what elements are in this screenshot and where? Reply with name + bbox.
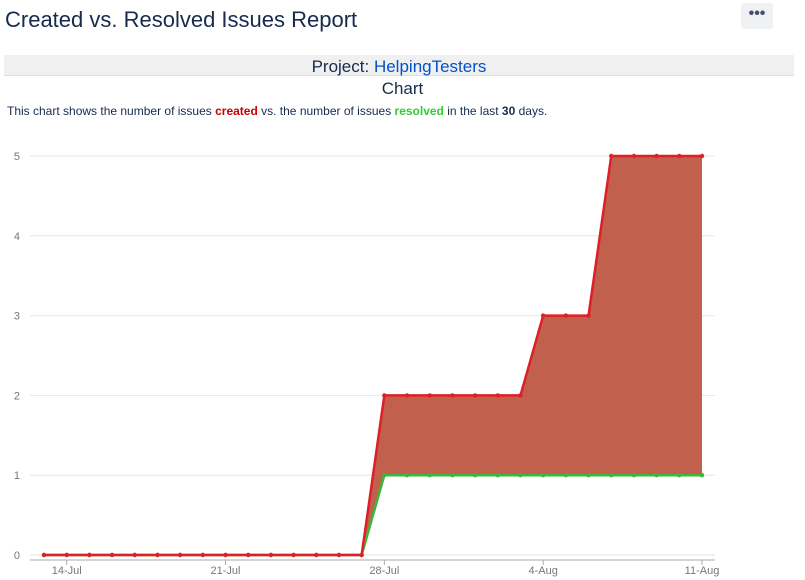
desc-text: vs. the number of issues — [257, 104, 395, 118]
y-tick-label: 4 — [14, 231, 20, 243]
created-point — [450, 393, 455, 398]
x-tick-label: 28-Jul — [369, 565, 399, 577]
created-resolved-area — [44, 156, 702, 555]
created-point — [336, 552, 342, 558]
resolved-point — [518, 473, 523, 478]
resolved-point — [699, 473, 705, 478]
created-point — [268, 552, 274, 558]
created-point — [223, 552, 228, 558]
y-tick-label: 0 — [14, 550, 20, 562]
resolved-point — [586, 473, 591, 478]
page-title: Created vs. Resolved Issues Report — [5, 7, 358, 32]
resolved-point — [427, 473, 432, 478]
more-icon[interactable]: ••• — [741, 3, 773, 29]
created-point — [631, 153, 637, 159]
y-tick-label: 2 — [14, 390, 20, 402]
created-point — [64, 552, 69, 558]
created-point — [540, 313, 546, 318]
resolved-point — [677, 473, 682, 478]
desc-resolved: resolved — [394, 104, 444, 118]
desc-text: in the last — [443, 104, 502, 118]
created-point — [314, 552, 319, 558]
created-point — [382, 393, 387, 398]
project-link[interactable]: HelpingTesters — [373, 57, 487, 76]
resolved-point — [404, 473, 410, 478]
resolved-point — [563, 473, 569, 478]
project-header: Project: HelpingTesters — [4, 55, 794, 76]
resolved-point — [631, 473, 637, 478]
resolved-point — [382, 473, 387, 478]
created-point — [427, 393, 432, 398]
x-tick-label: 14-Jul — [52, 565, 82, 577]
created-line — [44, 154, 702, 557]
created-point — [132, 552, 137, 558]
created-point — [563, 313, 569, 318]
y-tick-label: 3 — [14, 311, 20, 323]
desc-text: days. — [515, 104, 548, 118]
created-point — [404, 393, 410, 398]
x-tick-label: 11-Aug — [685, 565, 720, 577]
chart-description: This chart shows the number of issues cr… — [7, 104, 547, 118]
y-tick-label: 5 — [14, 151, 20, 163]
desc-text: This chart shows the number of issues — [7, 104, 216, 118]
created-point — [699, 153, 705, 159]
created-point — [518, 393, 523, 398]
created-point — [177, 552, 183, 558]
created-point — [246, 552, 251, 558]
created-point — [472, 393, 478, 398]
resolved-point — [495, 473, 500, 478]
created-point — [291, 552, 296, 558]
created-point — [87, 552, 92, 558]
resolved-point — [609, 473, 614, 478]
desc-days: 30 — [501, 104, 516, 118]
resolved-point — [540, 473, 546, 478]
created-point — [495, 393, 500, 398]
created-point — [654, 153, 659, 159]
resolved-point — [450, 473, 455, 478]
resolved-point — [472, 473, 478, 478]
project-label: Project: — [311, 57, 370, 76]
created-point — [586, 313, 591, 318]
x-tick-label: 4-Aug — [528, 565, 557, 577]
y-tick-label: 1 — [14, 470, 20, 482]
created-point — [677, 153, 682, 159]
created-point — [200, 552, 206, 558]
desc-created: created — [215, 104, 258, 118]
created-point — [41, 552, 47, 558]
created-point — [109, 552, 115, 558]
resolved-point — [654, 473, 659, 478]
created-point — [359, 552, 364, 558]
x-tick-label: 21-Jul — [211, 565, 241, 577]
chart-heading: Chart — [381, 79, 424, 98]
created-point — [155, 552, 160, 558]
created-point — [609, 153, 614, 159]
